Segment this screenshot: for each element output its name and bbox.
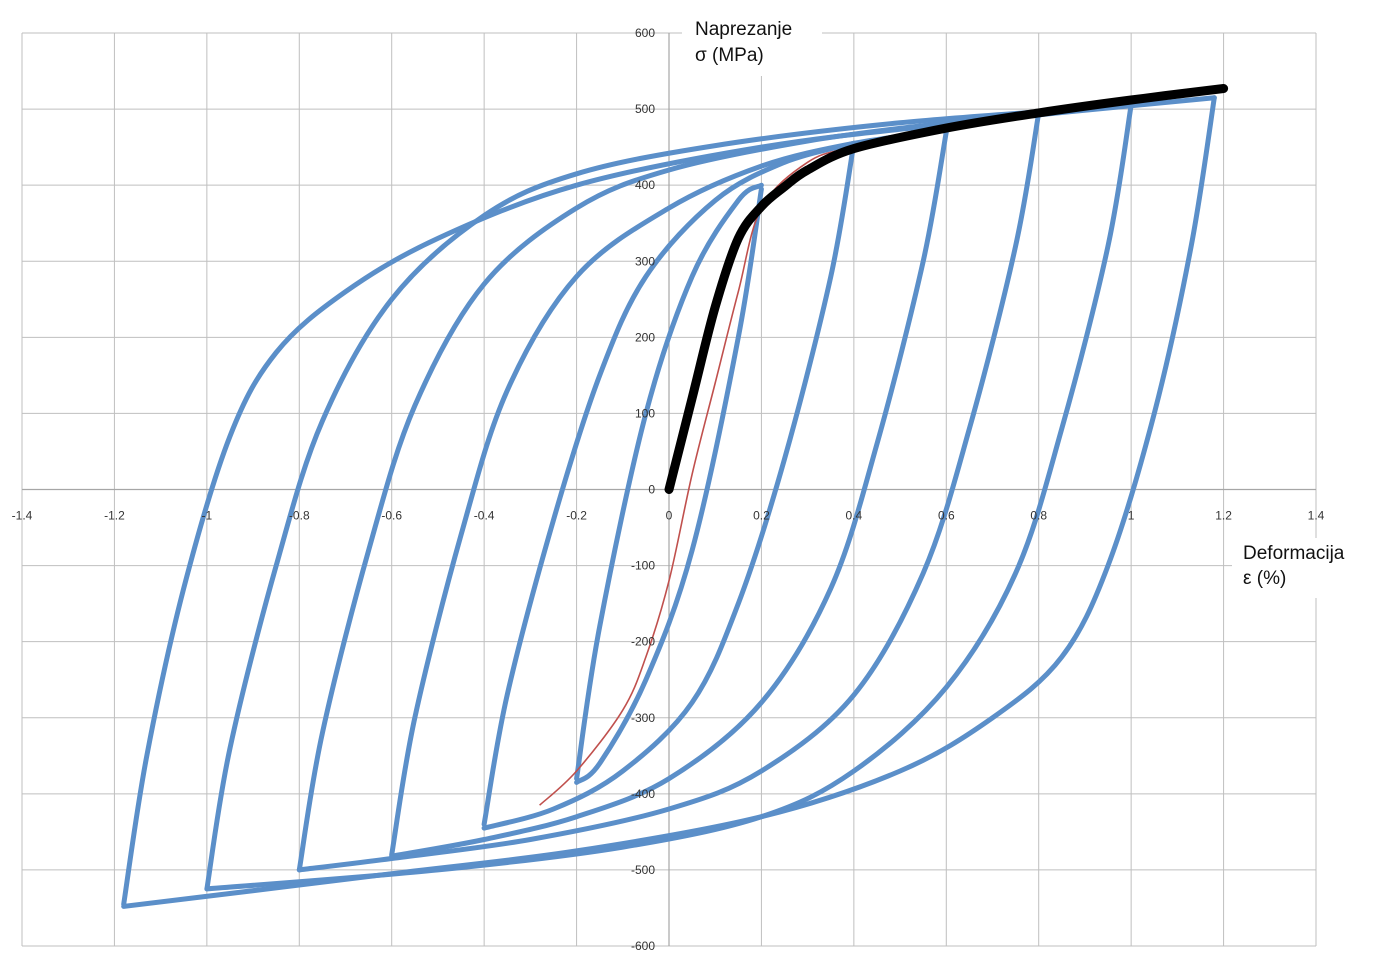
loop-upper-branch — [204, 102, 1134, 892]
tick-labels: -1.4 -1.2 -1 -0.8 -0.6 -0.4 -0.2 0 0.2 0.4 0.6 0.8 1… — [12, 26, 1325, 953]
y-tick-label: -200 — [631, 635, 655, 649]
x-tick-label: 0.6 — [938, 509, 955, 523]
y-axis-title-line2: σ (MPa) — [695, 45, 764, 66]
y-tick-label: 500 — [635, 102, 655, 116]
x-tick-label: 0 — [666, 509, 673, 523]
loop-upper-branch — [574, 182, 764, 782]
x-tick-label: -1.2 — [104, 509, 125, 523]
overlay-curves — [539, 84, 1229, 806]
loop-lower-branch — [296, 110, 1042, 873]
x-tick-label: 1.4 — [1308, 509, 1325, 523]
y-tick-label: -300 — [631, 711, 655, 725]
x-tick-label: 0.4 — [846, 509, 863, 523]
x-axis-title-line1: Deformacija — [1243, 543, 1345, 564]
y-axis-title-line1: Naprezanje — [695, 19, 792, 40]
y-tick-label: 300 — [635, 254, 655, 268]
y-tick-label: 200 — [635, 330, 655, 344]
y-tick-label: 100 — [635, 406, 655, 420]
y-tick-label: -100 — [631, 559, 655, 573]
y-axis-title-backdrop — [682, 16, 822, 76]
y-tick-label: 0 — [648, 483, 655, 497]
x-axis-title-line2: ε (%) — [1243, 568, 1286, 589]
y-tick-label: 600 — [635, 26, 655, 40]
x-tick-label: -0.8 — [289, 509, 310, 523]
monotonic-curve-line — [664, 84, 1229, 494]
x-tick-label: -0.4 — [474, 509, 495, 523]
y-tick-label: 400 — [635, 178, 655, 192]
hysteresis-loops — [121, 95, 1217, 909]
x-tick-label: 0.8 — [1030, 509, 1047, 523]
x-tick-label: -0.2 — [566, 509, 587, 523]
x-tick-label: 0.2 — [753, 509, 770, 523]
x-axis-title-backdrop — [1232, 538, 1364, 598]
loop-upper-branch — [389, 127, 949, 858]
x-tick-label: 1.2 — [1215, 509, 1232, 523]
y-tick-label: -400 — [631, 787, 655, 801]
x-tick-label: -1.4 — [12, 509, 33, 523]
loop-lower-branch — [481, 140, 857, 831]
y-tick-label: -500 — [631, 863, 655, 877]
loop-lower-branch — [389, 129, 949, 859]
x-tick-label: 1 — [1128, 509, 1135, 523]
loop-upper-branch — [121, 95, 1217, 907]
loop-upper-branch — [481, 140, 857, 827]
x-tick-label: -1 — [202, 509, 213, 523]
x-tick-label: -0.6 — [381, 509, 402, 523]
loop-lower-branch — [121, 95, 1217, 909]
loop-lower-branch — [574, 186, 764, 785]
y-tick-label: -600 — [631, 939, 655, 953]
